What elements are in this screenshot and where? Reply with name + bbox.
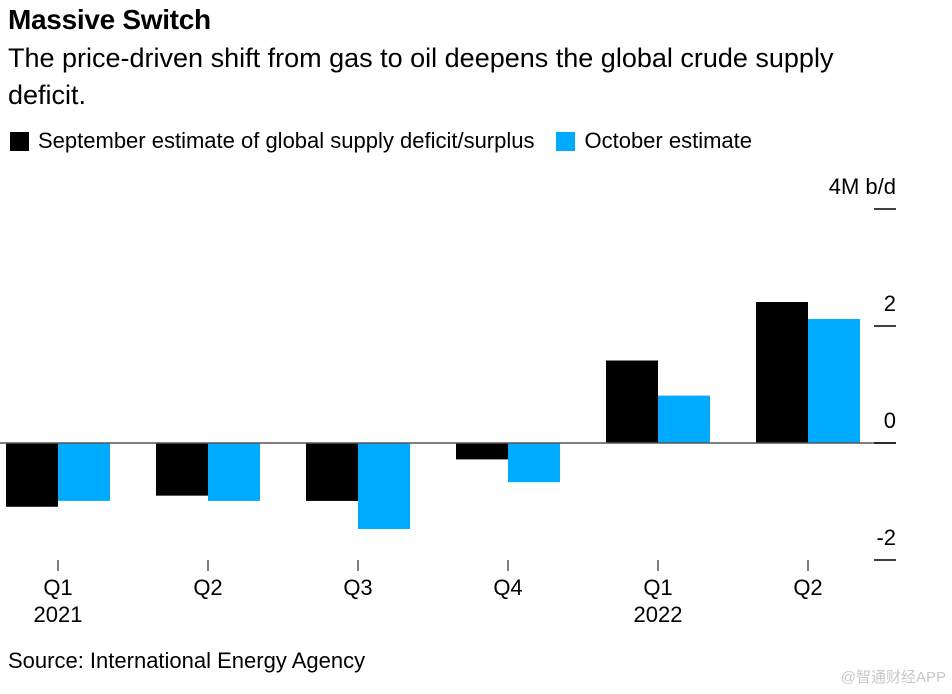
bar-september-2 [156, 443, 208, 496]
legend: September estimate of global supply defi… [10, 128, 774, 154]
bar-september-6 [756, 302, 808, 443]
x-tick-label-1: Q1 [43, 575, 72, 600]
legend-label-september: September estimate of global supply defi… [38, 128, 535, 153]
legend-item-september: September estimate of global supply defi… [10, 128, 534, 154]
legend-swatch-october [556, 131, 576, 151]
bar-october-1 [58, 443, 110, 501]
bar-september-5 [606, 360, 658, 443]
bar-september-4 [456, 443, 508, 460]
x-tick-year-label-5: 2022 [634, 602, 683, 627]
chart-subtitle: The price-driven shift from gas to oil d… [8, 43, 834, 110]
y-tick-label-2: 2 [884, 291, 896, 316]
source-note: Source: International Energy Agency [8, 648, 366, 673]
y-tick-label-4: -2 [876, 525, 896, 550]
legend-item-october: October estimate [556, 128, 752, 154]
bar-october-4 [508, 443, 560, 483]
y-tick-label-3: 0 [884, 408, 896, 433]
x-tick-year-label-1: 2021 [34, 602, 83, 627]
x-tick-label-4: Q4 [493, 575, 522, 600]
x-tick-label-5: Q1 [643, 575, 672, 600]
bar-october-3 [358, 443, 410, 529]
watermark: @智通财经APP [840, 669, 946, 686]
bar-october-5 [658, 395, 710, 443]
bar-september-1 [6, 443, 58, 507]
x-tick-label-6: Q2 [793, 575, 822, 600]
x-tick-label-3: Q3 [343, 575, 372, 600]
bar-september-3 [306, 443, 358, 501]
bar-october-2 [208, 443, 260, 501]
y-tick-label-1: 4M b/d [829, 174, 896, 199]
legend-swatch-september [10, 131, 29, 151]
chart-title: Massive Switch [8, 4, 211, 35]
legend-label-october: October estimate [584, 128, 752, 153]
x-tick-label-2: Q2 [193, 575, 222, 600]
bar-october-6 [808, 318, 860, 443]
